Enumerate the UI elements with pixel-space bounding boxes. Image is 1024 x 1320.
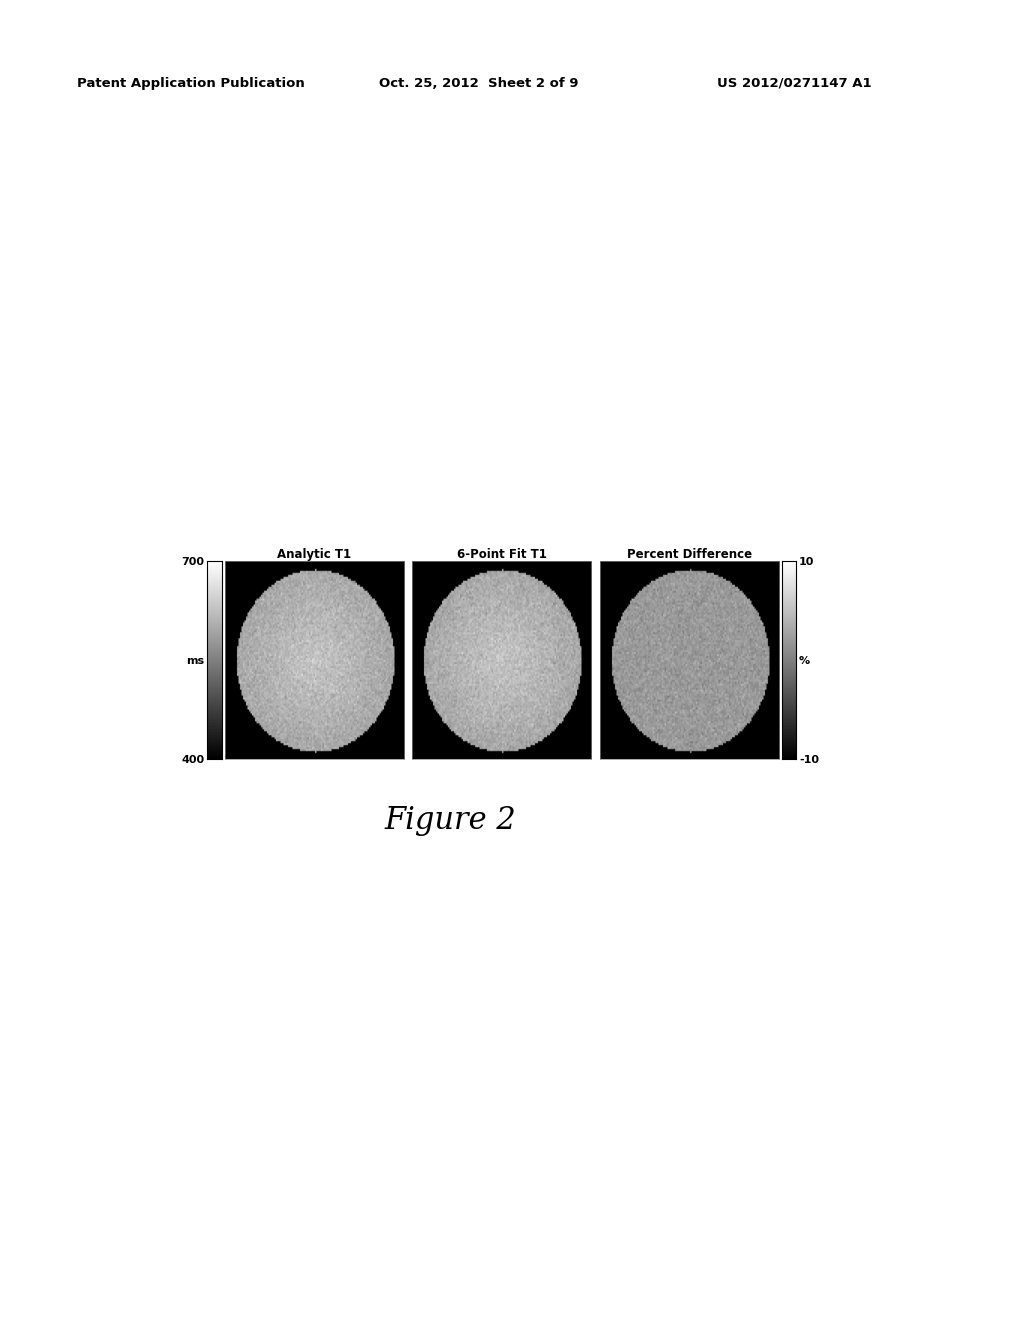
Text: Oct. 25, 2012  Sheet 2 of 9: Oct. 25, 2012 Sheet 2 of 9 — [379, 77, 579, 90]
Title: Percent Difference: Percent Difference — [627, 548, 752, 561]
Text: Figure 2: Figure 2 — [385, 805, 516, 836]
Text: Patent Application Publication: Patent Application Publication — [77, 77, 304, 90]
Title: Analytic T1: Analytic T1 — [278, 548, 351, 561]
Title: 6-Point Fit T1: 6-Point Fit T1 — [457, 548, 547, 561]
Text: US 2012/0271147 A1: US 2012/0271147 A1 — [717, 77, 871, 90]
